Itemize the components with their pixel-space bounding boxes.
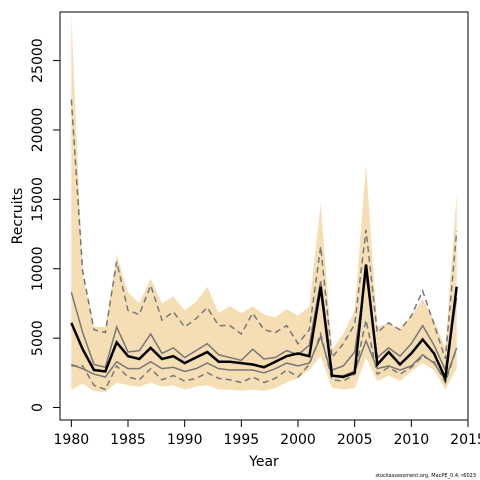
x-axis: 1980 1985 1990 1995 2000 2005 2010 2015 bbox=[54, 420, 480, 448]
y-tick-label: 5000 bbox=[30, 320, 46, 356]
recruits-estimate-line bbox=[70, 264, 458, 383]
confidence-band bbox=[71, 14, 457, 393]
x-tick-label: 2015 bbox=[450, 432, 480, 448]
y-tick-label: 25000 bbox=[30, 38, 46, 83]
x-tick-label: 1990 bbox=[167, 432, 203, 448]
lower-dashed-line bbox=[71, 319, 458, 391]
upper-solid-line bbox=[70, 274, 458, 373]
lower-solid-line bbox=[71, 334, 458, 382]
x-tick-label: 1995 bbox=[224, 432, 260, 448]
y-tick-label: 0 bbox=[30, 403, 46, 412]
y-tick-label: 10000 bbox=[30, 246, 46, 291]
x-tick-label: 1980 bbox=[54, 432, 90, 448]
x-tick-label: 2000 bbox=[280, 432, 316, 448]
upper-dashed-line bbox=[70, 99, 458, 360]
y-tick-label: 15000 bbox=[30, 177, 46, 222]
x-axis-title: Year bbox=[248, 454, 279, 470]
x-tick-label: 1985 bbox=[110, 432, 146, 448]
y-axis-title: Recruits bbox=[10, 188, 26, 245]
y-axis: 0 5000 10000 15000 20000 25000 bbox=[30, 38, 60, 412]
footer-credit: stockassessment.org, MacPE_0.4, r6023 bbox=[376, 473, 477, 479]
x-tick-label: 2010 bbox=[394, 432, 430, 448]
y-tick-label: 20000 bbox=[30, 108, 46, 153]
plot-area bbox=[70, 14, 458, 393]
x-tick-label: 2005 bbox=[337, 432, 373, 448]
plot-frame bbox=[59, 11, 469, 421]
